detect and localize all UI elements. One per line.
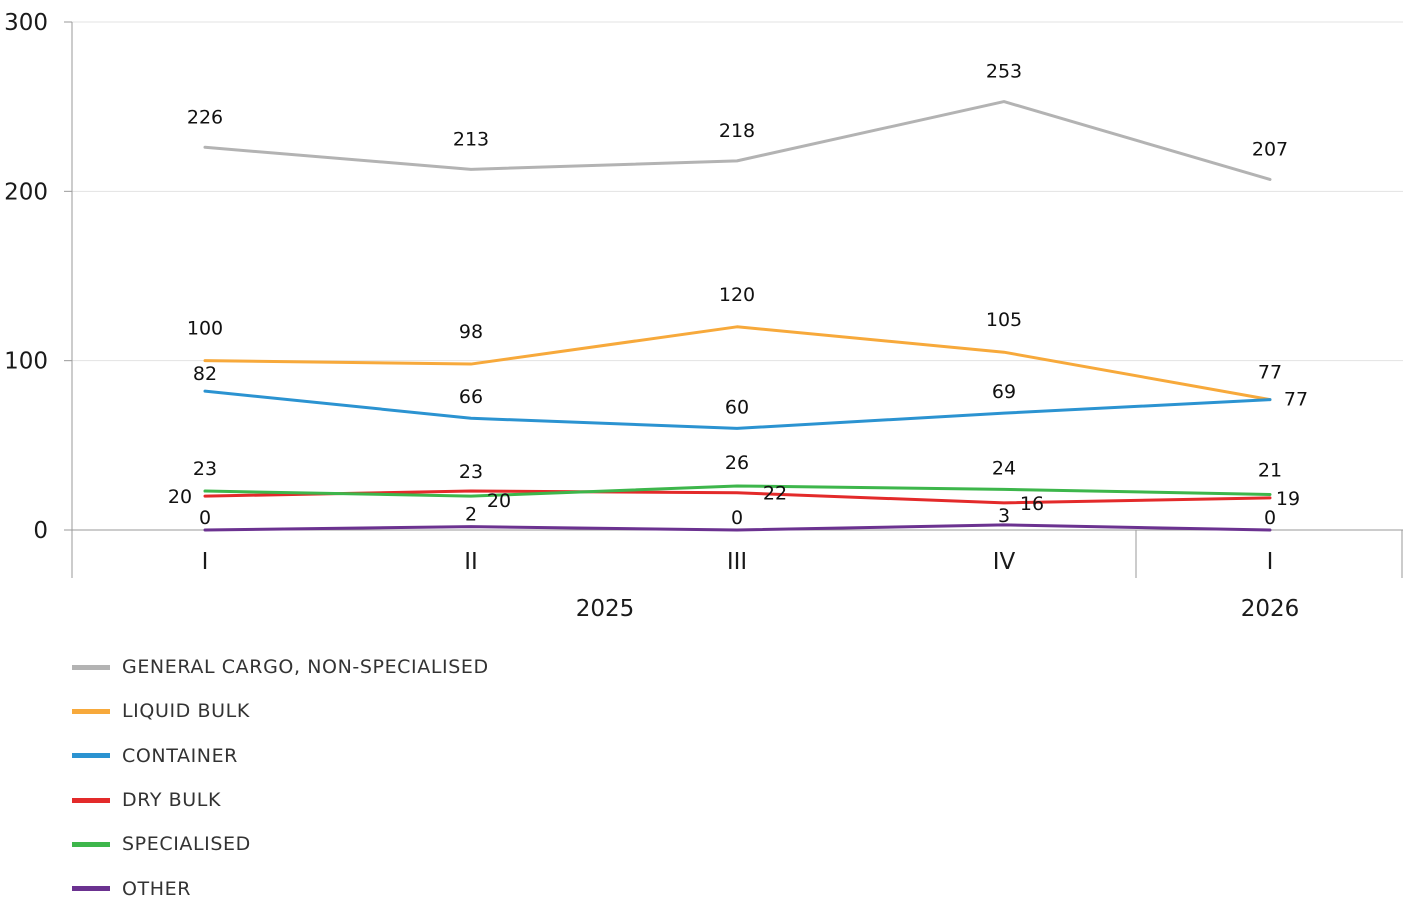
series-line: [203, 325, 1272, 402]
legend-swatch: [72, 708, 110, 714]
data-label: 207: [1252, 138, 1288, 160]
data-label: 66: [459, 386, 483, 408]
legend-label: LIQUID BULK: [122, 700, 250, 723]
legend-label: DRY BULK: [122, 789, 222, 812]
legend-item: DRY BULK: [72, 778, 489, 822]
legend-swatch: [72, 841, 110, 847]
data-label: 16: [1020, 493, 1044, 515]
data-label: 253: [986, 61, 1022, 83]
series-lines: [203, 100, 1272, 532]
data-label: 3: [998, 505, 1010, 527]
data-label: 0: [731, 507, 743, 529]
legend-label: CONTAINER: [122, 744, 238, 767]
legend-swatch: [72, 753, 110, 759]
data-label: 213: [453, 128, 489, 150]
legend-item: GENERAL CARGO, NON-SPECIALISED: [72, 645, 489, 689]
legend-item: LIQUID BULK: [72, 689, 489, 733]
y-tick-label: 200: [4, 179, 48, 205]
data-label: 2: [465, 504, 477, 526]
data-label: 19: [1276, 488, 1300, 510]
data-label: 24: [992, 457, 1016, 479]
y-tick-label: 100: [4, 349, 48, 375]
data-label: 98: [459, 321, 483, 343]
legend-item: OTHER: [72, 866, 489, 910]
series-line: [203, 389, 1272, 430]
data-label: 21: [1258, 459, 1282, 481]
x-tick-label: II: [464, 549, 478, 575]
legend: GENERAL CARGO, NON-SPECIALISED LIQUID BUL…: [72, 645, 489, 911]
data-label: 69: [992, 381, 1016, 403]
data-label: 100: [187, 318, 223, 340]
gridlines: [72, 21, 1403, 362]
legend-swatch: [72, 886, 110, 892]
x-tick-label: III: [727, 549, 747, 575]
legend-label: SPECIALISED: [122, 833, 251, 856]
data-label: 105: [986, 309, 1022, 331]
legend-item: CONTAINER: [72, 734, 489, 778]
data-label: 26: [725, 452, 749, 474]
data-label: 218: [719, 120, 755, 142]
data-label: 20: [487, 490, 511, 512]
data-label: 0: [1264, 507, 1276, 529]
x-group-label: 2025: [576, 596, 635, 622]
series-line: [203, 489, 1272, 505]
legend-item: SPECIALISED: [72, 822, 489, 866]
y-axis: 0 100 200 300: [4, 10, 73, 544]
legend-label: OTHER: [122, 877, 192, 900]
legend-swatch: [72, 664, 110, 670]
data-label: 77: [1284, 389, 1308, 411]
data-label: 60: [725, 396, 749, 418]
series-line: [203, 523, 1272, 532]
data-label: 226: [187, 106, 223, 128]
data-label: 22: [763, 483, 787, 505]
x-tick-label: IV: [993, 549, 1016, 575]
x-tick-label: I: [1267, 549, 1274, 575]
data-label: 120: [719, 284, 755, 306]
data-label: 23: [193, 458, 217, 480]
y-tick-label: 0: [33, 518, 48, 544]
series-line: [203, 484, 1272, 498]
x-group-label: 2026: [1241, 596, 1300, 622]
data-label: 82: [193, 363, 217, 385]
y-tick-label: 300: [4, 10, 48, 36]
data-label: 23: [459, 461, 483, 483]
x-tick-label: I: [202, 549, 209, 575]
series-line: [203, 100, 1272, 181]
data-label: 20: [168, 486, 192, 508]
data-label: 0: [199, 507, 211, 529]
data-label: 77: [1258, 362, 1282, 384]
legend-label: GENERAL CARGO, NON-SPECIALISED: [122, 656, 489, 679]
legend-swatch: [72, 797, 110, 803]
